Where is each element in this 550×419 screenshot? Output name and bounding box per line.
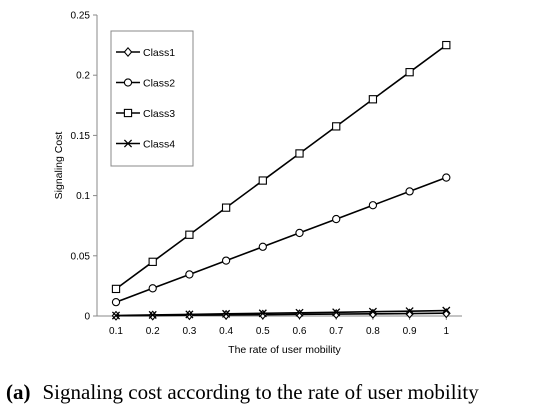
- x-tick-label: 0.7: [329, 326, 343, 337]
- data-point-class4: [185, 310, 194, 319]
- data-point-class2: [258, 242, 267, 251]
- x-tick-label: 0.2: [146, 326, 160, 337]
- data-point-class4: [442, 306, 451, 315]
- data-point-class3: [258, 176, 267, 185]
- data-point-class2: [295, 228, 304, 238]
- legend-label-class4: Class4: [143, 139, 175, 151]
- data-point-class2: [111, 298, 121, 307]
- data-point-class2: [148, 284, 157, 293]
- series-line-class4: [115, 309, 447, 317]
- data-point-class4: [332, 308, 341, 317]
- x-tick-label: 0.1: [109, 326, 123, 337]
- legend-marker-class2: [123, 78, 133, 87]
- x-tick-label: 0.4: [219, 326, 233, 337]
- y-tick-label: 0: [84, 312, 90, 323]
- data-point-class4: [148, 310, 157, 319]
- data-point-class3: [148, 257, 157, 266]
- x-tick-label: 0.6: [293, 326, 307, 337]
- data-point-class3: [111, 284, 121, 294]
- data-point-class4: [222, 309, 231, 318]
- x-tick-label: 0.9: [403, 326, 417, 337]
- legend-marker-class3: [123, 108, 133, 118]
- data-point-class3: [185, 230, 194, 239]
- x-axis-label: The rate of user mobility: [228, 344, 341, 356]
- y-tick-label: 0.15: [71, 131, 91, 142]
- data-point-class4: [258, 309, 267, 318]
- data-point-class2: [368, 201, 378, 210]
- legend-label-class3: Class3: [143, 108, 175, 120]
- caption-text: Signaling cost according to the rate of …: [42, 380, 479, 404]
- data-point-class2: [221, 256, 231, 265]
- data-point-class1: [405, 308, 414, 319]
- data-point-class2: [185, 270, 194, 279]
- data-point-class3: [221, 203, 231, 212]
- data-point-class3: [332, 122, 341, 131]
- data-point-class1: [295, 309, 304, 320]
- x-tick-label: 0.5: [256, 326, 270, 337]
- x-tick-label: 1: [444, 326, 450, 337]
- data-point-class2: [332, 214, 341, 224]
- legend-marker-class1: [123, 46, 133, 58]
- x-tick-label: 0.3: [182, 326, 196, 337]
- data-point-class4: [405, 307, 414, 316]
- legend-marker-class4: [123, 139, 133, 148]
- y-tick-label: 0.1: [76, 191, 90, 202]
- legend-label-class2: Class2: [143, 78, 175, 90]
- legend-label-class1: Class1: [143, 47, 175, 59]
- data-point-class4: [295, 308, 304, 317]
- x-tick-label: 0.8: [366, 326, 380, 337]
- figure-caption: (a) Signaling cost according to the rate …: [6, 380, 546, 405]
- caption-label: (a): [6, 380, 31, 404]
- data-point-class3: [295, 149, 304, 158]
- data-point-class3: [368, 95, 378, 104]
- data-point-class3: [405, 68, 414, 77]
- series-line-class3: [115, 44, 447, 290]
- y-tick-label: 0.2: [76, 71, 90, 82]
- y-axis-label: Signaling Cost: [53, 132, 65, 200]
- data-point-class3: [442, 40, 451, 50]
- data-point-class4: [111, 311, 121, 320]
- data-point-class2: [442, 173, 451, 182]
- series-line-class2: [115, 176, 447, 303]
- data-point-class2: [405, 187, 414, 196]
- data-point-class4: [368, 307, 377, 316]
- y-tick-label: 0.25: [71, 11, 91, 22]
- line-chart: 0 0.05 0.1 0.15 0.2 0.25 0.1 0.2 0.3 0.4 0.5 0.6 0.7…: [53, 11, 462, 356]
- y-tick-label: 0.05: [71, 251, 91, 262]
